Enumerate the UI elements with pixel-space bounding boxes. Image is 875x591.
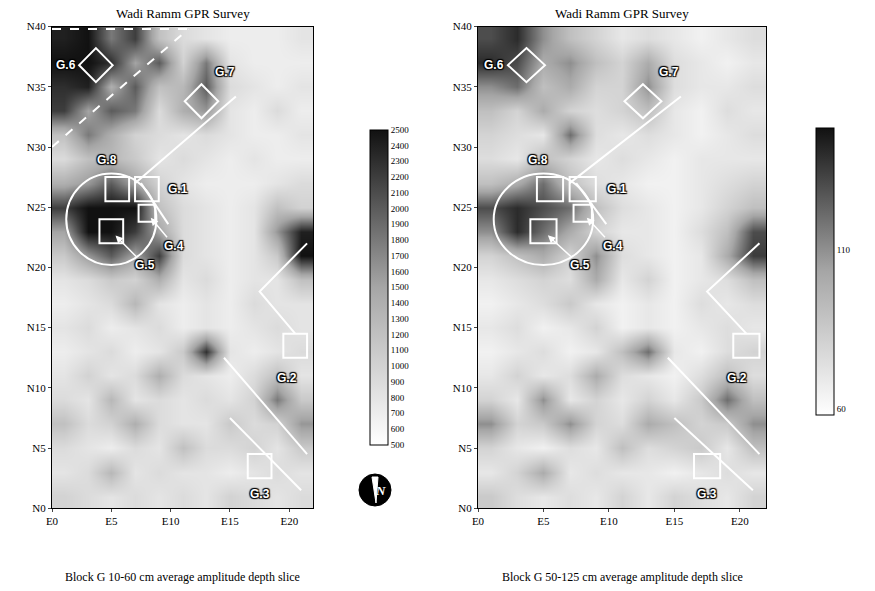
svg-text:G.5: G.5	[570, 258, 590, 272]
svg-text:1100: 1100	[391, 345, 409, 355]
svg-text:N10: N10	[27, 382, 46, 394]
svg-text:N0: N0	[458, 502, 472, 514]
svg-text:E20: E20	[280, 515, 298, 527]
svg-text:N0: N0	[32, 502, 46, 514]
svg-text:G.2: G.2	[277, 371, 297, 385]
svg-text:E15: E15	[221, 515, 239, 527]
svg-text:E5: E5	[105, 515, 118, 527]
svg-text:E0: E0	[472, 515, 485, 527]
svg-text:N40: N40	[27, 20, 46, 32]
svg-text:G.3: G.3	[250, 487, 270, 501]
svg-text:G.4: G.4	[164, 239, 184, 253]
svg-text:2500: 2500	[391, 125, 410, 135]
svg-text:G.8: G.8	[528, 153, 548, 167]
svg-text:Block G 10-60 cm average ampli: Block G 10-60 cm average amplitude depth…	[65, 570, 300, 584]
svg-text:E10: E10	[162, 515, 180, 527]
svg-text:Wadi Ramm GPR Survey: Wadi Ramm GPR Survey	[116, 6, 250, 21]
svg-text:N15: N15	[453, 321, 472, 333]
svg-text:600: 600	[391, 424, 405, 434]
svg-text:60: 60	[837, 404, 847, 414]
svg-text:N35: N35	[453, 81, 472, 93]
svg-text:2000: 2000	[391, 204, 410, 214]
svg-text:N5: N5	[32, 442, 46, 454]
svg-text:N10: N10	[453, 382, 472, 394]
svg-text:700: 700	[391, 408, 405, 418]
svg-text:1200: 1200	[391, 330, 410, 340]
svg-text:110: 110	[837, 245, 851, 255]
svg-text:1600: 1600	[391, 267, 410, 277]
svg-text:G.7: G.7	[215, 65, 235, 79]
svg-text:E5: E5	[537, 515, 550, 527]
svg-text:Block G 50-125 cm average ampl: Block G 50-125 cm average amplitude dept…	[502, 570, 743, 584]
svg-text:G.1: G.1	[168, 182, 188, 196]
svg-text:N35: N35	[27, 81, 46, 93]
svg-text:G.4: G.4	[603, 239, 623, 253]
svg-text:G.8: G.8	[97, 153, 117, 167]
svg-text:N30: N30	[453, 141, 472, 153]
svg-text:G.3: G.3	[697, 487, 717, 501]
svg-text:500: 500	[391, 440, 405, 450]
svg-text:E20: E20	[731, 515, 749, 527]
svg-text:1800: 1800	[391, 235, 410, 245]
svg-text:2300: 2300	[391, 156, 410, 166]
svg-text:2200: 2200	[391, 172, 410, 182]
svg-text:N15: N15	[27, 321, 46, 333]
svg-text:E15: E15	[665, 515, 683, 527]
svg-text:N25: N25	[453, 201, 472, 213]
svg-text:N20: N20	[27, 261, 46, 273]
svg-text:1500: 1500	[391, 282, 410, 292]
svg-text:2100: 2100	[391, 188, 410, 198]
svg-text:G.5: G.5	[135, 258, 155, 272]
svg-text:G.2: G.2	[727, 371, 747, 385]
svg-text:1300: 1300	[391, 314, 410, 324]
svg-text:Wadi Ramm GPR Survey: Wadi Ramm GPR Survey	[555, 6, 689, 21]
svg-text:G.1: G.1	[607, 182, 627, 196]
svg-text:E0: E0	[46, 515, 59, 527]
svg-text:800: 800	[391, 393, 405, 403]
svg-text:1400: 1400	[391, 298, 410, 308]
svg-text:N5: N5	[458, 442, 472, 454]
svg-text:1900: 1900	[391, 219, 410, 229]
svg-text:N40: N40	[453, 20, 472, 32]
svg-text:1700: 1700	[391, 251, 410, 261]
svg-text:G.6: G.6	[484, 58, 504, 72]
svg-text:N25: N25	[27, 201, 46, 213]
svg-text:900: 900	[391, 377, 405, 387]
svg-text:G.6: G.6	[56, 58, 76, 72]
svg-text:N30: N30	[27, 141, 46, 153]
svg-text:N: N	[375, 483, 386, 498]
svg-text:2400: 2400	[391, 141, 410, 151]
svg-text:G.7: G.7	[659, 65, 679, 79]
svg-text:1000: 1000	[391, 361, 410, 371]
svg-text:E10: E10	[600, 515, 618, 527]
svg-text:N20: N20	[453, 261, 472, 273]
